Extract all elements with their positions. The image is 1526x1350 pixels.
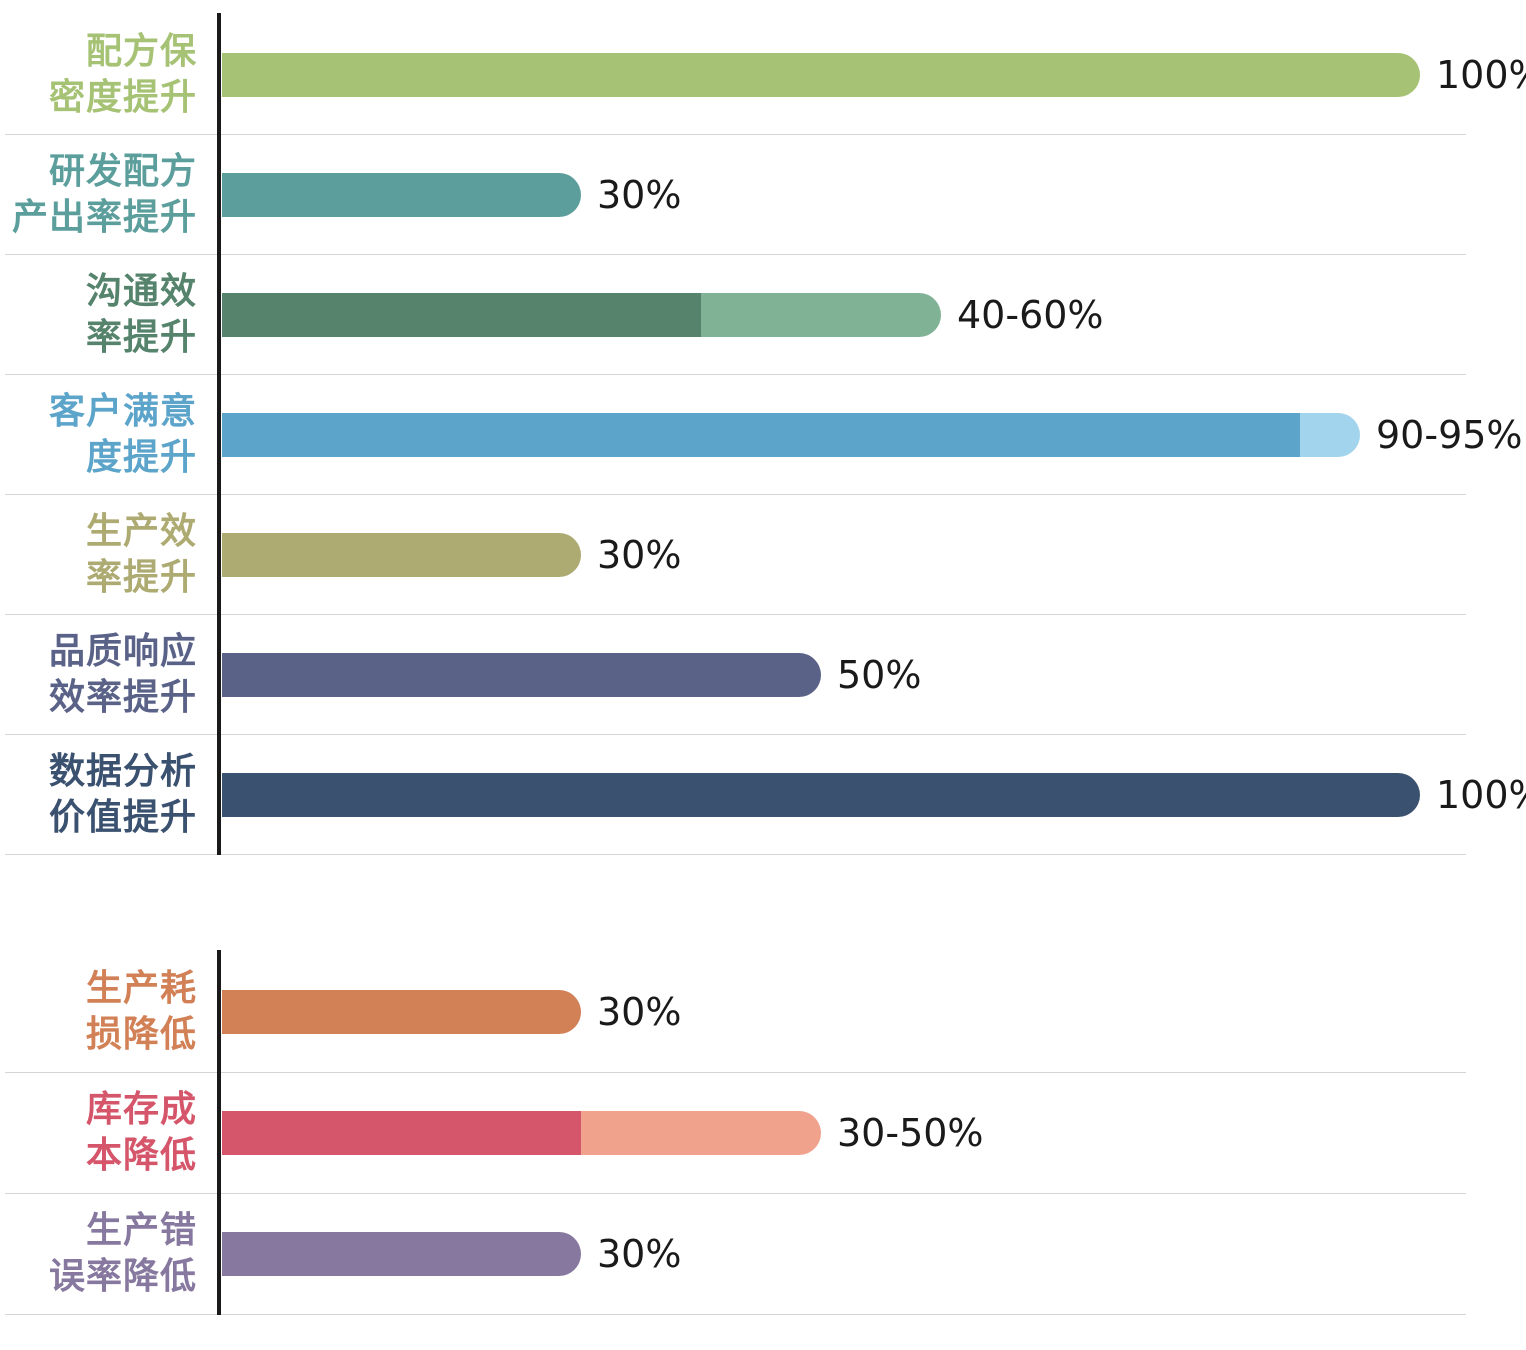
category-label-line: 沟通效 — [85, 270, 197, 312]
bar-segment — [222, 532, 581, 577]
value-bar — [222, 52, 1420, 97]
category-label-line: 损降低 — [85, 1014, 197, 1055]
value-label: 100% — [1436, 52, 1526, 97]
bar-row: 生产效 率提升 30% — [5, 495, 1466, 615]
category-label-line: 库存成 — [85, 1088, 197, 1130]
bar-row: 研发配方 产出率提升 30% — [5, 135, 1466, 255]
bar-row: 生产错误率降低 30% — [5, 1194, 1466, 1315]
category-label-line: 配方保 — [85, 30, 197, 72]
bar-row: 沟通效 率提升 40-60% — [5, 255, 1466, 375]
value-bar — [222, 1111, 821, 1155]
value-bar — [222, 1232, 581, 1276]
category-label-line: 数据分析 — [48, 750, 197, 792]
value-bar — [222, 772, 1420, 817]
category-label-line: 研发配方 — [48, 150, 197, 192]
category-label-line: 产出率提升 — [11, 196, 197, 238]
bar-segment — [222, 652, 821, 697]
bar-segment-max — [1300, 412, 1360, 457]
value-label: 30% — [597, 1232, 682, 1276]
category-label-line: 生产效 — [85, 510, 197, 552]
category-label: 研发配方 产出率提升 — [5, 148, 197, 240]
category-label: 数据分析 价值提升 — [5, 748, 197, 840]
bar-segment-min — [222, 292, 701, 337]
value-label: 30% — [597, 532, 682, 577]
chart-group-improvements: 配方保密度提升100%研发配方产出率提升30%沟通效率提升40-60%客户满意度… — [0, 13, 1526, 855]
category-label-line: 价值提升 — [48, 796, 197, 838]
category-label: 配方保 密度提升 — [5, 28, 197, 120]
category-label: 沟通效 率提升 — [5, 268, 197, 360]
bar-segment-max — [581, 1111, 821, 1155]
category-label: 库存成 本降低 — [5, 1087, 197, 1179]
bar-segment — [222, 172, 581, 217]
value-label: 30-50% — [837, 1111, 984, 1155]
chart-group-reductions: 生产耗损降低 30% 库存成本降低 30-50% 生产错误率降低 30% — [0, 950, 1526, 1315]
bar-segment-min — [222, 412, 1300, 457]
value-label: 40-60% — [957, 292, 1104, 337]
category-label: 生产耗 损降低 — [5, 966, 197, 1058]
category-label-line: 生产耗 — [85, 967, 197, 1009]
bar-segment-min — [222, 1111, 581, 1155]
value-label: 100% — [1436, 772, 1526, 817]
category-label-line: 本降低 — [85, 1135, 197, 1176]
bar-segment — [222, 990, 581, 1034]
value-label: 30% — [597, 990, 682, 1034]
value-bar — [222, 292, 941, 337]
category-label-line: 度提升 — [85, 436, 197, 478]
value-label: 90-95% — [1376, 412, 1523, 457]
category-label-line: 密度提升 — [48, 76, 197, 118]
bar-row: 生产耗损降低 30% — [5, 952, 1466, 1073]
value-label: 30% — [597, 172, 682, 217]
bar-row: 品质响应 效率提升 50% — [5, 615, 1466, 735]
category-label-line: 品质响应 — [48, 630, 197, 672]
category-label-line: 客户满意 — [48, 390, 197, 432]
category-label: 生产效 率提升 — [5, 508, 197, 600]
value-bar — [222, 652, 821, 697]
category-label-line: 率提升 — [85, 316, 197, 358]
bar-segment-max — [701, 292, 941, 337]
category-label: 客户满意 度提升 — [5, 388, 197, 480]
category-label-line: 率提升 — [85, 556, 197, 598]
value-label: 50% — [837, 652, 922, 697]
y-axis-line — [217, 13, 221, 855]
category-label-line: 生产错 — [85, 1209, 197, 1251]
category-label: 品质响应 效率提升 — [5, 628, 197, 720]
bar-row: 客户满意 度提升 90-95% — [5, 375, 1523, 495]
y-axis-line — [217, 950, 221, 1315]
category-label-line: 误率降低 — [48, 1256, 197, 1297]
value-bar — [222, 412, 1360, 457]
category-label-line: 效率提升 — [48, 676, 197, 718]
bar-segment — [222, 772, 1420, 817]
category-label: 生产错误率降低 — [5, 1208, 197, 1300]
bar-segment — [222, 52, 1420, 97]
value-bar — [222, 532, 581, 577]
bar-row: 库存成本降低 30-50% — [5, 1073, 1466, 1194]
value-bar — [222, 172, 581, 217]
value-bar — [222, 990, 581, 1034]
bar-segment — [222, 1232, 581, 1276]
